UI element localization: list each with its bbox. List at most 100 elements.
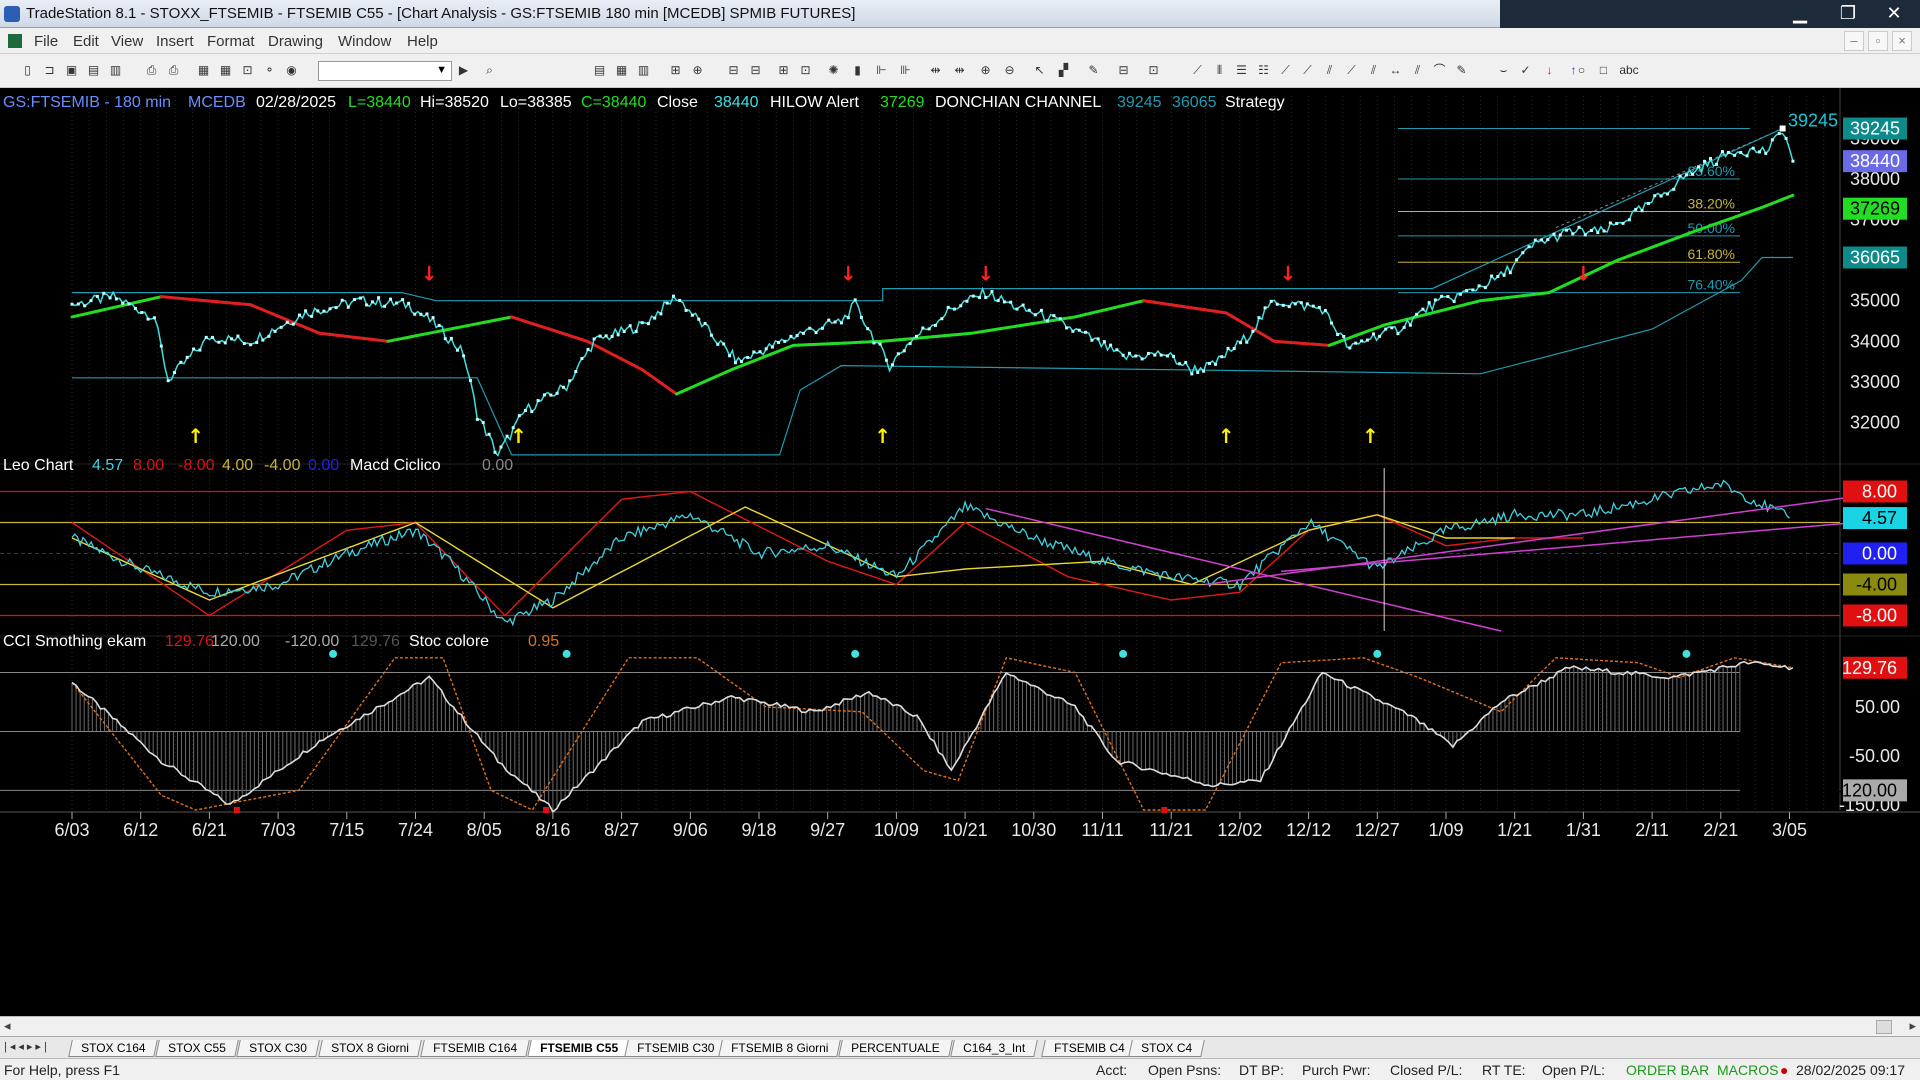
gann-icon[interactable]: ⟋ — [1281, 63, 1290, 77]
symbol-combo[interactable]: ▼ — [318, 61, 452, 81]
menu-edit[interactable]: Edit — [73, 33, 99, 50]
tab-ftsemib-8-giorni[interactable]: FTSEMIB 8 Giorni — [718, 1040, 842, 1057]
arrow-down-icon[interactable]: ↓ — [1546, 63, 1553, 77]
menu-window[interactable]: Window — [338, 33, 392, 50]
tools-icon[interactable]: ✎ — [1088, 63, 1099, 77]
tab-stox-c164[interactable]: STOX C164 — [68, 1040, 159, 1057]
horizontal-scrollbar[interactable]: ◂ ▸ — [0, 1016, 1920, 1036]
scroll-left-icon[interactable]: ◂ — [4, 1018, 11, 1033]
freeform-icon[interactable]: ⌣ — [1499, 63, 1508, 77]
arrow-right-icon[interactable]: ▶ — [458, 63, 469, 77]
zoom-in-icon[interactable]: ⊕ — [980, 63, 991, 77]
regression-icon[interactable]: ⟋ — [1347, 63, 1356, 77]
renko-icon[interactable]: ⊩ — [876, 63, 887, 77]
order-bar-button[interactable]: ORDER BAR — [1626, 1062, 1710, 1078]
ellipse-icon[interactable]: ○ — [1577, 63, 1586, 77]
print-setup-icon[interactable]: ⎙ — [168, 63, 179, 77]
tab-nav-icons[interactable]: |◂◂▸▸| — [4, 1041, 50, 1053]
scroll-right-icon[interactable]: ▸ — [1909, 1018, 1916, 1033]
chart-svg[interactable]: 23.60%38.20%50.00%61.80%76.40%↑ ↑ ↑ ↑ ↑↓ ↓ ↓ ↓ ↓… — [0, 88, 1920, 1016]
pencil-icon[interactable]: ✎ — [1456, 63, 1467, 77]
price-bar — [878, 342, 882, 346]
grid-window-icon[interactable]: ▦ — [615, 63, 628, 77]
new-file-icon[interactable]: ▯ — [24, 63, 31, 77]
zoom-out-icon[interactable]: ⊖ — [1004, 63, 1015, 77]
mdi-restore-button[interactable]: ▫ — [1868, 31, 1888, 51]
macros-button[interactable]: MACROS — [1717, 1062, 1779, 1078]
menu-file[interactable]: File — [34, 33, 59, 50]
speed-lines-icon[interactable]: ⟋ — [1303, 63, 1312, 77]
mdi-close-button[interactable]: × — [1892, 31, 1912, 51]
tab-stox-c55[interactable]: STOX C55 — [155, 1040, 239, 1057]
price-bar — [192, 347, 196, 351]
menu-view[interactable]: View — [111, 33, 144, 50]
save-icon[interactable]: ▣ — [65, 63, 78, 77]
tab-ftsemib-c30[interactable]: FTSEMIB C30 — [624, 1040, 728, 1057]
print-icon[interactable]: ⎙ — [146, 63, 157, 77]
price-axis-label: 34000 — [1850, 331, 1900, 351]
pointer-icon[interactable]: ↖ — [1034, 63, 1045, 77]
horizontal-line-icon[interactable]: ☰ — [1236, 63, 1247, 77]
channel-icon[interactable]: ⫽ — [1326, 63, 1333, 77]
point-fig-icon[interactable]: ✺ — [828, 63, 839, 77]
tab-c164-3-int[interactable]: C164_3_Int — [950, 1040, 1038, 1057]
price-bar — [859, 315, 863, 319]
menu-drawing[interactable]: Drawing — [268, 33, 324, 50]
close-button[interactable]: ✕ — [1886, 3, 1902, 23]
tab-ftsemib-c55[interactable]: FTSEMIB C55 — [527, 1040, 631, 1057]
fib-fan-icon[interactable]: ⫽ — [1414, 63, 1421, 77]
link-icon[interactable]: ⚬ — [264, 63, 275, 77]
mdi-minimize-button[interactable]: – — [1844, 31, 1864, 51]
price-bar — [1245, 340, 1249, 344]
double-arrow-icon[interactable]: ↔ — [1389, 63, 1402, 77]
price-bar — [1317, 305, 1321, 309]
format-icon[interactable]: ▞ — [1058, 63, 1069, 77]
tab-percentuale[interactable]: PERCENTUALE — [838, 1040, 953, 1057]
open-icon[interactable]: ⊐ — [44, 63, 55, 77]
globe-icon[interactable]: ◉ — [286, 63, 297, 77]
news-icon[interactable]: ▥ — [637, 63, 650, 77]
candle-style-icon[interactable]: ⊟ — [750, 63, 761, 77]
tab-stox-c30[interactable]: STOX C30 — [236, 1040, 320, 1057]
menu-insert[interactable]: Insert — [156, 33, 194, 50]
text-icon[interactable]: abc — [1619, 63, 1639, 77]
step-style-icon[interactable]: ⊡ — [800, 63, 811, 77]
channel-high-label: 39245 — [1788, 111, 1838, 131]
eraser-icon[interactable]: ⊡ — [1148, 63, 1159, 77]
restore-button[interactable]: ❐ — [1839, 3, 1857, 23]
menu-format[interactable]: Format — [207, 33, 255, 50]
page-icon[interactable]: ▦ — [197, 63, 210, 77]
tab-ftsemib-c4[interactable]: FTSEMIB C4 — [1041, 1040, 1138, 1057]
chart-window-icon[interactable]: ▤ — [593, 63, 606, 77]
vertical-lines-icon[interactable]: ⦀ — [1216, 63, 1223, 77]
scanner-icon[interactable]: ⊕ — [692, 63, 703, 77]
tab-stox-8-giorni[interactable]: STOX 8 Giorni — [318, 1040, 422, 1057]
tick-icon[interactable]: ⊪ — [900, 63, 911, 77]
save-all-icon[interactable]: ▤ — [87, 63, 100, 77]
rectangle-icon[interactable]: □ — [1599, 63, 1608, 77]
andrews-icon[interactable]: ⫽ — [1370, 63, 1377, 77]
price-bar — [316, 309, 320, 313]
arc-icon[interactable]: ⌒ — [1433, 63, 1446, 77]
arrow-up-icon[interactable]: ↑ — [1570, 63, 1577, 77]
page-setup-icon[interactable]: ▦ — [219, 63, 232, 77]
pan-alt-icon[interactable]: ⇹ — [954, 63, 965, 77]
tab-stox-c4[interactable]: STOX C4 — [1128, 1040, 1205, 1057]
data-icon[interactable]: ⊟ — [1118, 63, 1129, 77]
trendline-icon[interactable]: ⟋ — [1193, 63, 1202, 77]
scroll-thumb[interactable] — [1876, 1020, 1892, 1034]
menu-help[interactable]: Help — [407, 33, 438, 50]
bar-style-icon[interactable]: ⊟ — [728, 63, 739, 77]
fibonacci-icon[interactable]: ☷ — [1258, 63, 1269, 77]
pan-icon[interactable]: ⇹ — [930, 63, 941, 77]
tab-ftsemib-c164[interactable]: FTSEMIB C164 — [420, 1040, 530, 1057]
check-icon[interactable]: ✓ — [1520, 63, 1531, 77]
price-bar — [709, 333, 713, 337]
line-style-icon[interactable]: ⊞ — [778, 63, 789, 77]
find-symbol-icon[interactable]: ⌕ — [486, 63, 493, 77]
kagi-icon[interactable]: ▮ — [854, 63, 861, 77]
print-preview-icon[interactable]: ▥ — [109, 63, 122, 77]
matrix-icon[interactable]: ⊞ — [670, 63, 681, 77]
minimize-button[interactable]: ▁ — [1793, 3, 1807, 23]
lock-icon[interactable]: ⊡ — [242, 63, 253, 77]
